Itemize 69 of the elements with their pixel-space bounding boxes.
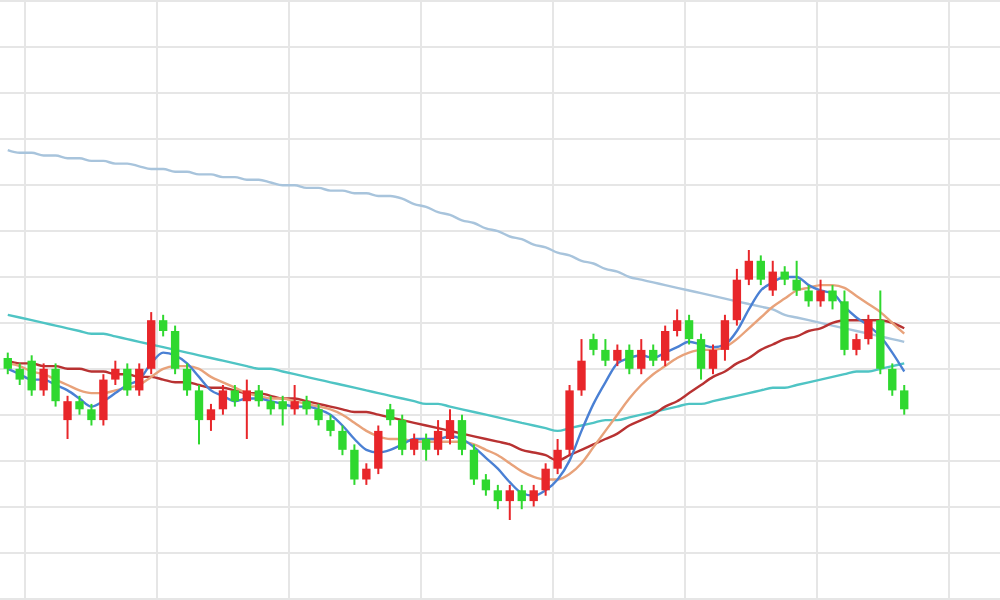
candlestick [445,408,455,446]
candlestick [87,402,96,427]
candlestick [302,394,311,416]
candlestick [338,424,347,457]
candlestick [828,284,837,311]
candlestick [613,343,622,368]
candlestick [421,432,431,462]
candlestick [505,483,514,521]
candlestick [290,384,299,416]
candlestick [409,432,419,457]
candlestick [804,284,813,308]
candlestick [756,254,765,287]
candlestick [218,384,228,416]
candlestick [326,413,335,438]
candlestick [768,259,777,297]
candlestick [577,338,586,397]
candlestick [637,338,646,376]
candlestick [362,462,371,486]
candlestick [433,419,443,457]
candlestick [194,384,204,446]
candlestick [457,413,467,457]
candlestick [852,332,861,357]
candlestick [51,362,60,408]
candlestick [900,384,909,416]
candlestick [541,462,550,497]
candlestick [780,265,789,287]
candlestick [720,313,730,362]
candlestick [242,378,252,440]
candlestick [864,313,873,346]
candlestick [374,424,383,476]
candlestick [75,394,84,416]
candlestick [350,443,359,486]
candlestick [314,402,323,427]
candlestick [493,483,503,511]
candlestick [744,249,754,287]
candlestick [888,362,897,397]
candlestick [3,351,12,376]
candlestick [529,483,538,508]
candlestick [517,483,526,511]
candlestick [99,373,108,427]
candlestick [170,324,180,376]
candlestick [230,384,240,408]
candlestick [254,384,263,408]
candlestick [708,343,718,376]
candlestick [386,402,395,427]
candlestick [469,443,479,486]
candlestick [696,332,706,381]
candlestick [63,394,72,440]
candlestick [39,362,48,397]
candlestick [684,313,694,346]
candlestick [589,332,598,357]
candlestick [158,313,168,338]
candlestick [182,362,192,397]
candlestick [135,362,144,397]
candlestick [672,308,682,338]
candlestick [123,362,132,397]
candlestick [792,259,801,297]
candlestick [266,394,275,416]
candlestick [206,402,216,432]
candlestick [111,359,120,386]
candlestick [649,343,658,368]
candlestick [625,343,634,376]
candlestick [660,324,670,368]
candlestick [732,267,742,327]
candlestick [553,438,562,476]
candlestick [601,338,610,368]
candlestick [816,278,825,308]
candlestick [278,394,287,427]
candlestick [398,413,407,457]
